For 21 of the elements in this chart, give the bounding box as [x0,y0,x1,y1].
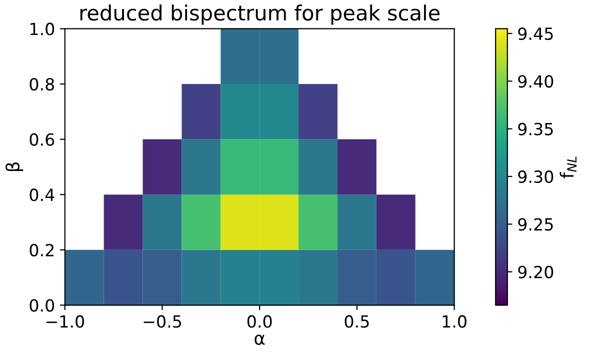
x-tick-label: 0.0 [247,315,272,328]
chart-title: reduced bispectrum for peak scale [80,4,440,25]
color-bar-label: 9.25 [518,218,553,231]
color-bar-label: 9.35 [518,122,553,136]
y-tick-label: 0.6 [30,133,54,146]
x-tick-label: 1.0 [442,315,466,328]
color-bar-label: 9.20 [518,266,554,278]
color-bar-label: 9.30 [518,170,554,184]
x-tick-label: −0.5 [144,315,182,328]
color-bar-title: f$_{NL}$ [560,156,576,178]
x-axis-title: α [254,334,265,345]
x-tick-label: −1.0 [46,315,84,328]
y-tick-label: 0.4 [30,188,54,202]
y-tick-label: 1.0 [30,22,54,36]
y-tick-label: 0.8 [30,78,54,91]
y-tick-label: 0.2 [30,244,54,256]
y-axis-title: β [6,162,24,172]
color-bar-label: 9.45 [518,27,553,40]
x-tick-label: 0.5 [344,315,369,328]
y-tick-label: 0.0 [30,299,54,312]
color-bar-label: 9.40 [518,75,554,88]
